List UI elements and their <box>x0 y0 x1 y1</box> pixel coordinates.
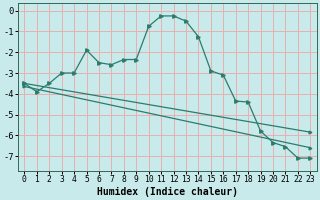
X-axis label: Humidex (Indice chaleur): Humidex (Indice chaleur) <box>97 186 238 197</box>
